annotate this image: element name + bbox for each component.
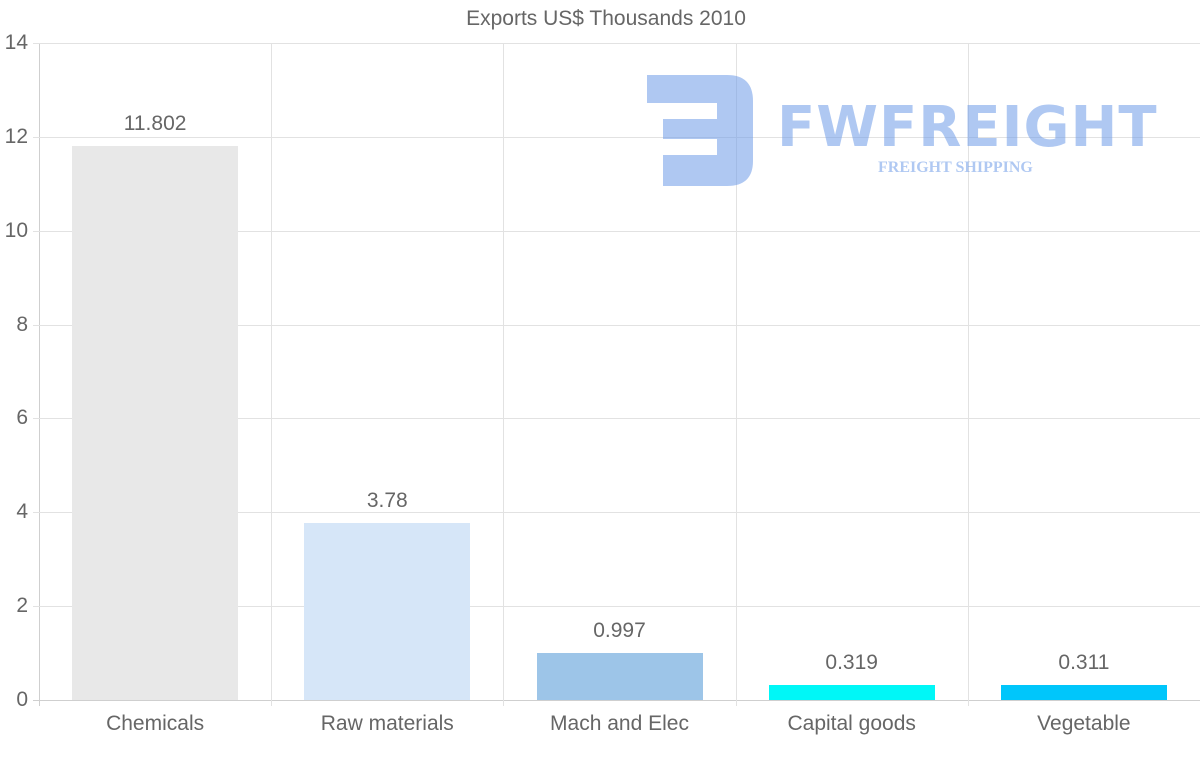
bar-value-label: 0.997 (593, 619, 646, 643)
y-tick-label: 6 (16, 406, 28, 430)
gridline-horizontal (33, 230, 1200, 232)
y-tick-label: 12 (4, 124, 28, 148)
gridline-vertical (967, 43, 969, 706)
fwfreight-watermark: FWFREIGHT FREIGHT SHIPPING (645, 73, 1158, 188)
y-tick-label: 14 (4, 31, 28, 54)
gridline-vertical (735, 43, 737, 706)
x-axis-line (33, 700, 1200, 701)
watermark-logo-text: FWFREIGHT (777, 95, 1158, 160)
bar-capital-goods[interactable] (768, 685, 935, 700)
gridline-horizontal (33, 606, 1200, 608)
gridline-vertical (271, 43, 273, 706)
fwfreight-logo-icon (647, 75, 753, 186)
bar-vegetable[interactable] (1000, 685, 1167, 700)
gridline-horizontal (33, 43, 1200, 44)
bar-value-label: 11.802 (123, 112, 187, 136)
y-axis-line (39, 43, 40, 706)
y-tick-label: 10 (4, 218, 28, 242)
gridline-vertical (503, 43, 505, 706)
bar-raw-materials[interactable] (304, 522, 471, 700)
bar-chemicals[interactable] (72, 146, 239, 700)
y-tick-label: 4 (16, 500, 28, 524)
gridline-horizontal (33, 418, 1200, 420)
chart-title: Exports US$ Thousands 2010 (466, 7, 746, 30)
bar-mach-and-elec[interactable] (536, 653, 703, 700)
y-tick-label: 0 (16, 688, 28, 711)
bar-value-label: 3.78 (366, 488, 408, 512)
x-tick-label: Vegetable (1037, 712, 1131, 735)
gridline-horizontal (33, 324, 1200, 326)
bar-value-label: 0.311 (1058, 651, 1110, 675)
y-tick-label: 2 (16, 594, 28, 618)
x-tick-label: Capital goods (787, 712, 916, 735)
watermark-subtitle: FREIGHT SHIPPING (878, 159, 1033, 176)
x-tick-label: Chemicals (106, 712, 205, 735)
plot-area (33, 43, 1200, 706)
x-tick-label: Mach and Elec (550, 712, 689, 735)
x-tick-label: Raw materials (320, 712, 454, 735)
gridline-horizontal (33, 512, 1200, 514)
gridline-horizontal (33, 136, 1200, 138)
bar-value-label: 0.319 (825, 651, 878, 675)
y-tick-label: 8 (16, 312, 28, 336)
